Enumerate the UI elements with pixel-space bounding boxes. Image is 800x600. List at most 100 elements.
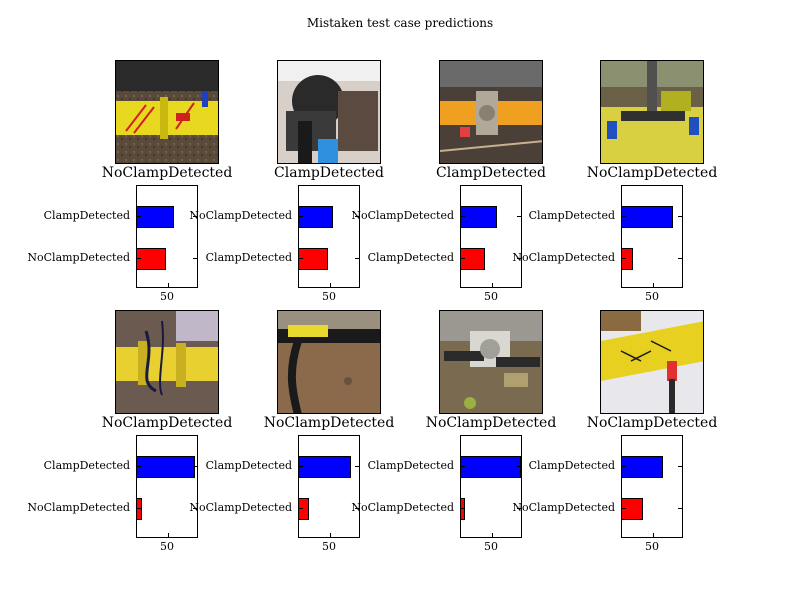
y-tick-label: NoClampDetected	[351, 209, 454, 222]
y-tick	[299, 466, 303, 467]
x-tick	[168, 283, 169, 287]
y-tick	[461, 216, 465, 217]
bar-noclampdetected	[460, 498, 465, 520]
y-tick	[193, 216, 197, 217]
test-image-6	[277, 310, 381, 414]
y-tick	[622, 508, 626, 509]
test-image-3	[439, 60, 543, 164]
x-tick-label: 50	[484, 540, 498, 553]
bar-clampdetected	[136, 206, 175, 228]
y-tick	[299, 508, 303, 509]
y-tick	[678, 216, 682, 217]
y-tick-label: NoClampDetected	[27, 251, 130, 264]
x-tick	[330, 533, 331, 537]
y-tick-label: ClampDetected	[528, 209, 615, 222]
x-tick-label: 50	[160, 290, 174, 303]
y-tick	[461, 466, 465, 467]
bar-clampdetected	[460, 248, 485, 270]
x-tick-label: 50	[484, 290, 498, 303]
x-tick-label: 50	[322, 540, 336, 553]
y-tick	[137, 466, 141, 467]
y-tick	[678, 466, 682, 467]
bar-clampdetected	[621, 206, 674, 228]
x-tick-label: 50	[322, 290, 336, 303]
bar-noclampdetected	[621, 248, 633, 270]
y-tick	[678, 508, 682, 509]
y-tick	[461, 258, 465, 259]
y-tick	[193, 508, 197, 509]
y-tick	[517, 216, 521, 217]
y-tick-label: ClampDetected	[367, 459, 454, 472]
y-tick	[299, 216, 303, 217]
y-tick	[355, 508, 359, 509]
true-label-4: NoClampDetected	[586, 165, 718, 181]
true-label-1: NoClampDetected	[101, 165, 233, 181]
x-tick-label: 50	[160, 540, 174, 553]
y-tick	[137, 258, 141, 259]
prediction-bar-chart-6	[298, 435, 360, 538]
x-tick	[168, 533, 169, 537]
y-tick	[622, 216, 626, 217]
true-label-6: NoClampDetected	[263, 415, 395, 431]
y-tick-label: ClampDetected	[43, 459, 130, 472]
test-image-1	[115, 60, 219, 164]
y-tick-label: NoClampDetected	[189, 209, 292, 222]
true-label-2: ClampDetected	[274, 165, 384, 181]
prediction-bar-chart-2	[298, 185, 360, 288]
prediction-bar-chart-7	[460, 435, 522, 538]
test-image-2	[277, 60, 381, 164]
bar-clampdetected	[460, 456, 521, 478]
y-tick	[355, 466, 359, 467]
y-tick-label: ClampDetected	[528, 459, 615, 472]
x-tick-label: 50	[645, 290, 659, 303]
x-tick-label: 50	[645, 540, 659, 553]
true-label-8: NoClampDetected	[586, 415, 718, 431]
prediction-bar-chart-5	[136, 435, 198, 538]
true-label-7: NoClampDetected	[425, 415, 557, 431]
y-tick	[193, 466, 197, 467]
test-image-5	[115, 310, 219, 414]
y-tick-label: NoClampDetected	[512, 251, 615, 264]
bar-clampdetected	[298, 456, 352, 478]
true-label-5: NoClampDetected	[101, 415, 233, 431]
test-image-4	[600, 60, 704, 164]
x-tick	[492, 533, 493, 537]
y-tick	[299, 258, 303, 259]
true-label-3: ClampDetected	[436, 165, 546, 181]
y-tick	[355, 216, 359, 217]
bar-noclampdetected	[136, 498, 142, 520]
y-tick	[193, 258, 197, 259]
prediction-bar-chart-1	[136, 185, 198, 288]
y-tick	[137, 216, 141, 217]
y-tick	[517, 258, 521, 259]
bar-noclampdetected	[298, 206, 333, 228]
y-tick-label: NoClampDetected	[351, 501, 454, 514]
y-tick	[678, 258, 682, 259]
y-tick	[355, 258, 359, 259]
test-image-8	[600, 310, 704, 414]
prediction-bar-chart-3	[460, 185, 522, 288]
bar-noclampdetected	[621, 498, 643, 520]
y-tick	[622, 466, 626, 467]
bar-clampdetected	[621, 456, 664, 478]
x-tick	[492, 283, 493, 287]
bar-clampdetected	[136, 456, 195, 478]
x-tick	[330, 283, 331, 287]
bar-clampdetected	[298, 248, 329, 270]
y-tick-label: ClampDetected	[205, 459, 292, 472]
prediction-bar-chart-4	[621, 185, 683, 288]
y-tick-label: ClampDetected	[205, 251, 292, 264]
bar-noclampdetected	[136, 248, 166, 270]
y-tick-label: ClampDetected	[43, 209, 130, 222]
y-tick	[517, 508, 521, 509]
y-tick-label: ClampDetected	[367, 251, 454, 264]
y-tick-label: NoClampDetected	[27, 501, 130, 514]
figure-title: Mistaken test case predictions	[306, 16, 494, 30]
y-tick	[622, 258, 626, 259]
y-tick-label: NoClampDetected	[189, 501, 292, 514]
y-tick	[461, 508, 465, 509]
x-tick	[653, 283, 654, 287]
bar-noclampdetected	[298, 498, 309, 520]
x-tick	[653, 533, 654, 537]
y-tick	[517, 466, 521, 467]
